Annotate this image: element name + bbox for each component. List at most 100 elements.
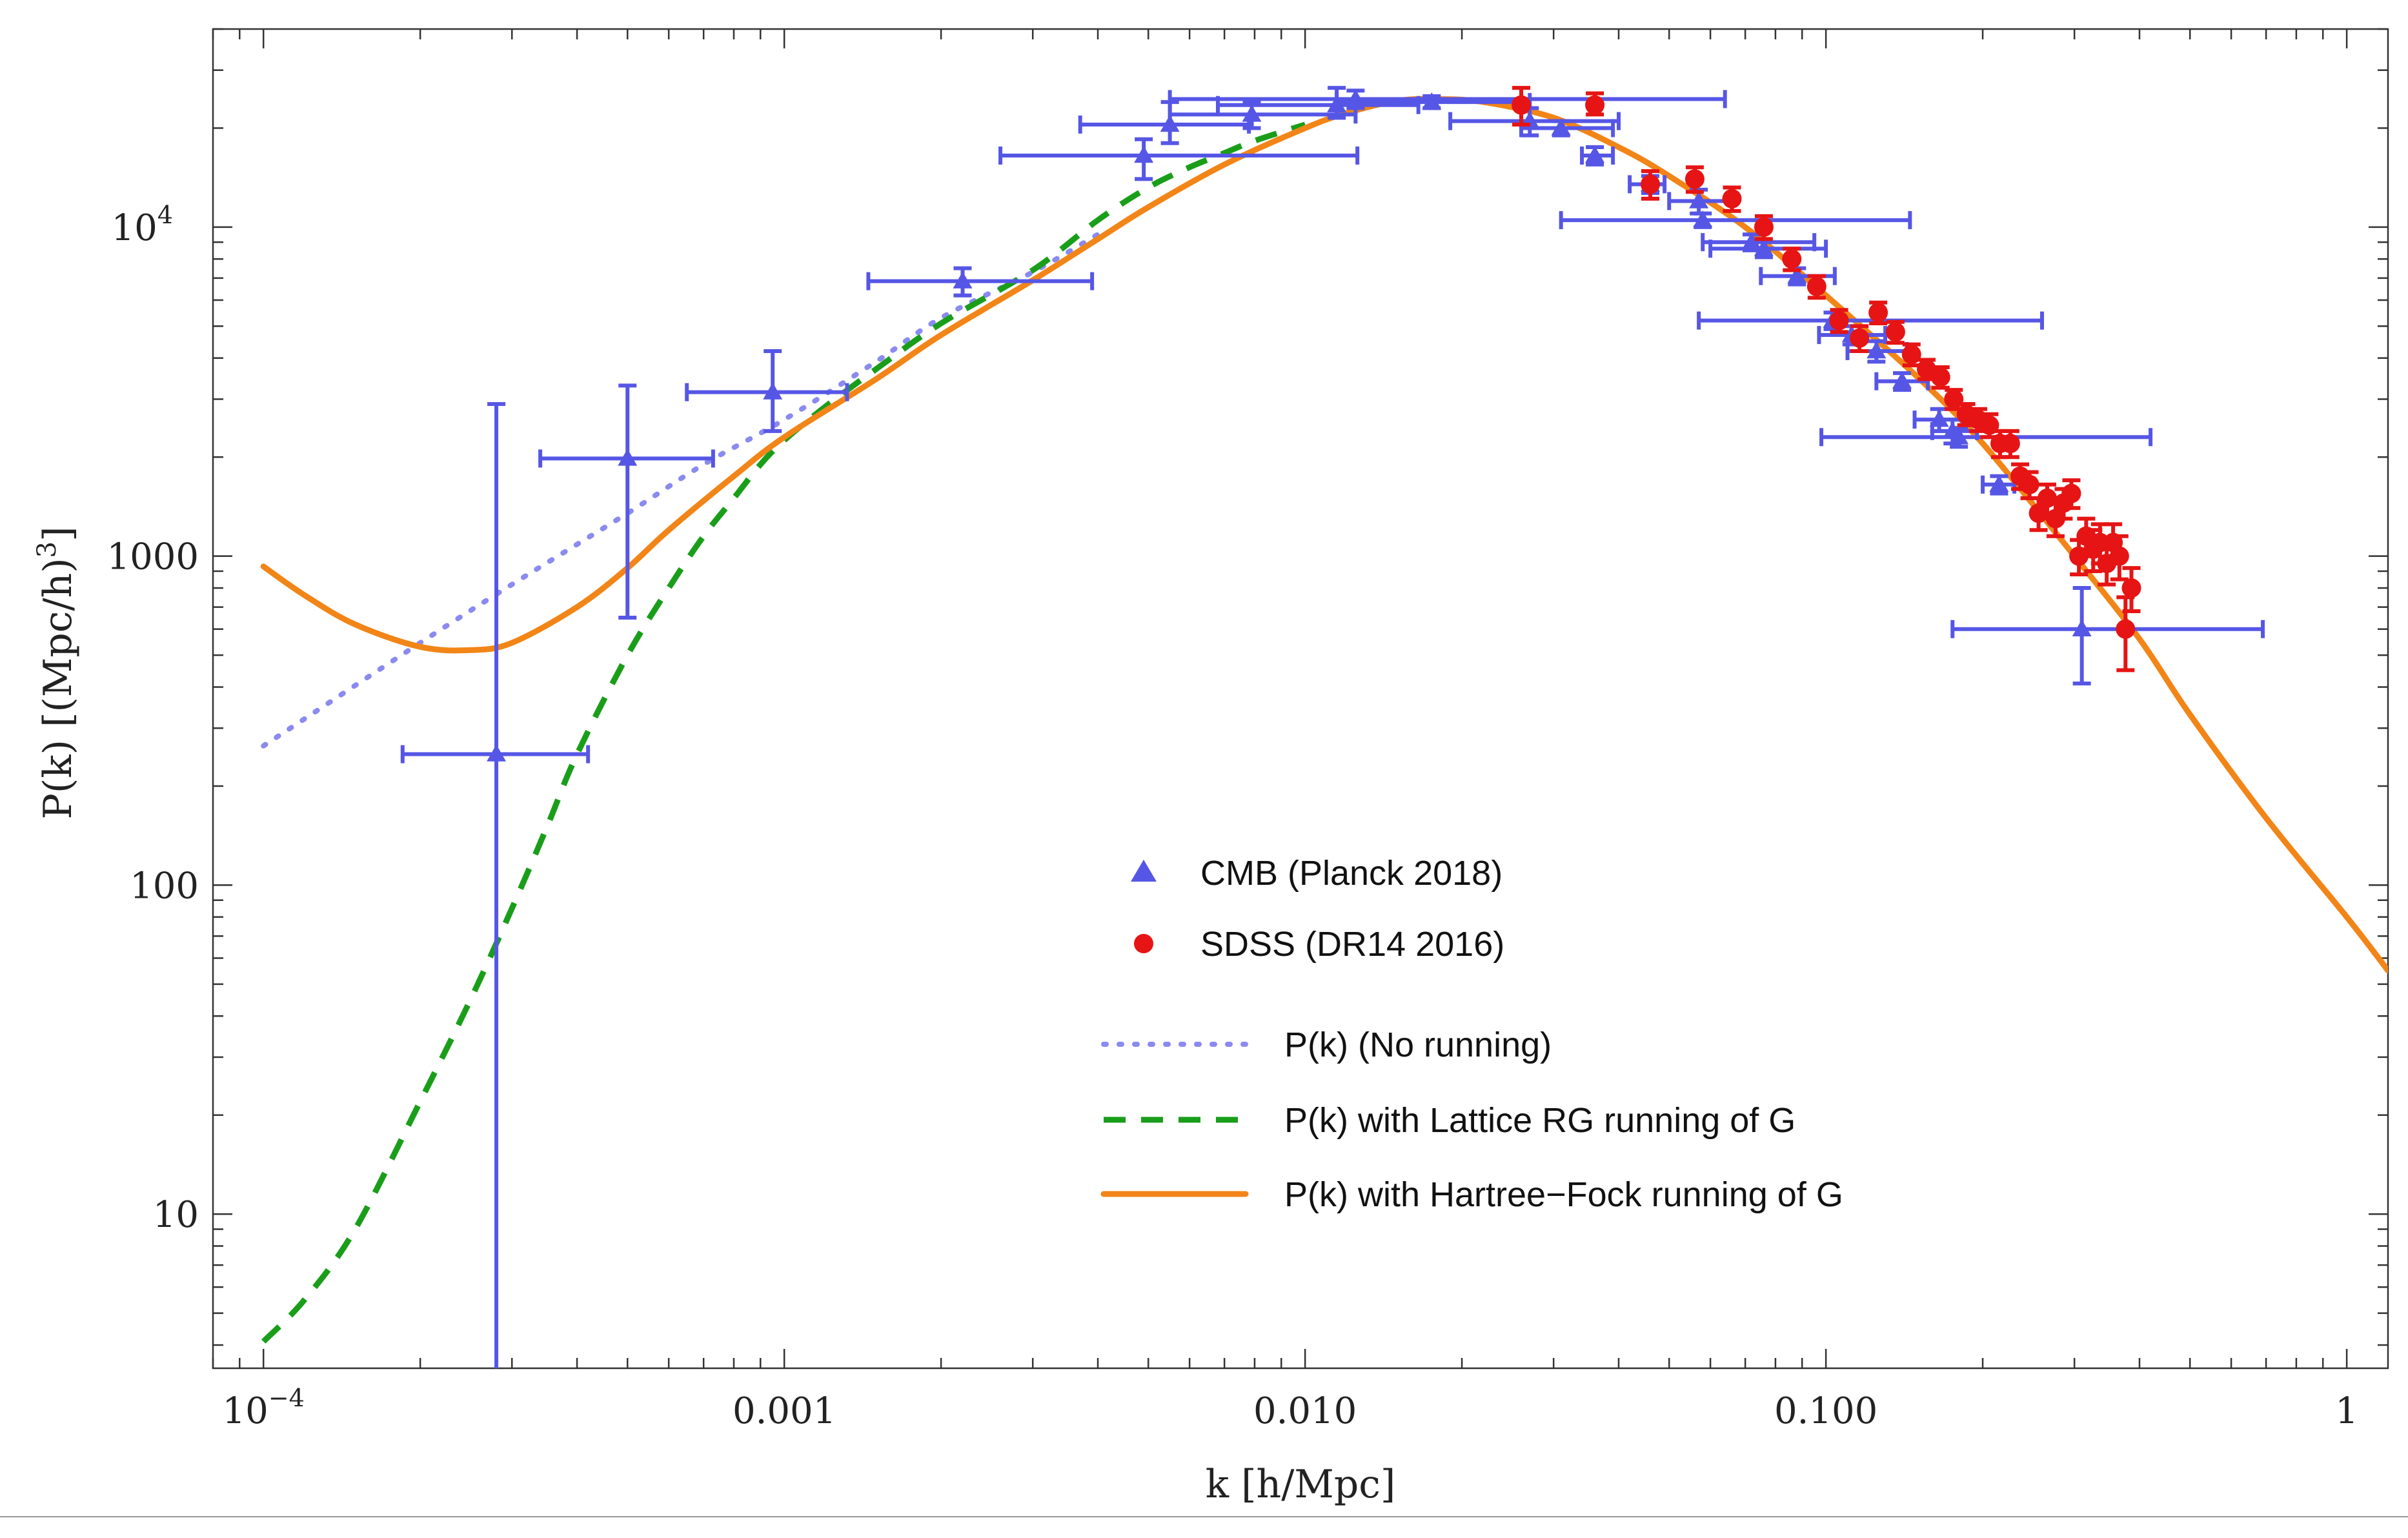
sdss-point [1585, 91, 1605, 117]
triangle-marker [763, 382, 783, 400]
sdss-point [2109, 534, 2129, 582]
x-tick-label: 0.001 [733, 1390, 836, 1432]
triangle-marker [1867, 341, 1887, 359]
y-tick-label-text: 1000 [106, 536, 199, 578]
x-tick-label-text: 1 [2335, 1390, 2358, 1432]
circle-marker [1930, 367, 1950, 387]
sdss-point [1782, 247, 1802, 272]
circle-marker [1829, 310, 1849, 330]
y-tick-label-text: 10 [112, 207, 157, 249]
cmb-point [1950, 586, 2265, 686]
x-axis-title: k [h/Mpc] [1206, 1462, 1396, 1507]
cmb-point [1667, 187, 1734, 216]
circle-marker [1722, 188, 1742, 208]
sdss-point [1685, 165, 1705, 194]
y-tick-label: 100 [130, 865, 199, 907]
triangle-marker [1134, 146, 1154, 163]
triangle-marker [1754, 239, 1774, 256]
x-tick-label-text: 0.010 [1253, 1390, 1357, 1432]
sdss-point [1806, 274, 1826, 300]
x-tick-label-sup: −4 [268, 1384, 305, 1412]
triangle-marker [1787, 266, 1807, 283]
series-sdss [1512, 86, 2141, 673]
circle-marker [2109, 546, 2129, 566]
legend-label: P(k) with Lattice RG running of G [1284, 1101, 1796, 1140]
x-tick-label: 1 [2335, 1390, 2358, 1432]
legend-label: CMB (Planck 2018) [1200, 854, 1502, 893]
legend-triangle-marker [1131, 860, 1157, 882]
circle-marker [2000, 434, 2020, 454]
circle-marker [1916, 359, 1936, 379]
triangle-marker [1989, 474, 2009, 492]
x-tick-label-text: 0.100 [1774, 1390, 1877, 1432]
y-tick-label: 10 [153, 1194, 199, 1236]
cmb-point [1168, 100, 1358, 130]
legend-item: CMB (Planck 2018) [1131, 854, 1502, 893]
sdss-point [1944, 388, 1964, 411]
triangle-marker [1943, 421, 1963, 439]
triangle-marker [953, 271, 973, 288]
circle-marker [1782, 249, 1802, 269]
hartree-fock-curve [260, 96, 2388, 974]
x-tick-label: 0.010 [1253, 1390, 1357, 1432]
triangle-marker [618, 449, 638, 466]
legend-item: P(k) with Hartree−Fock running of G [1100, 1175, 1843, 1214]
circle-marker [1512, 95, 1532, 115]
y-tick-label-sup: 4 [157, 201, 173, 229]
legend-item: P(k) (No running) [1101, 1026, 1552, 1064]
x-tick-label-text: 10 [223, 1390, 268, 1432]
y-axis-title-sup: 3 [32, 541, 62, 558]
sdss-point [2121, 566, 2141, 614]
legend-label: P(k) with Hartree−Fock running of G [1284, 1175, 1843, 1214]
legend-item: P(k) with Lattice RG running of G [1104, 1101, 1796, 1140]
triangle-marker [1892, 371, 1912, 389]
triangle-marker [487, 744, 507, 762]
triangle-marker [1242, 105, 1262, 122]
y-axis-title-main: P(k) [(Mpc/h) [35, 558, 81, 819]
circle-marker [1754, 217, 1774, 237]
sdss-point [1901, 342, 1921, 368]
sdss-point [1512, 86, 1532, 126]
x-tick-label: 10−4 [223, 1384, 305, 1432]
series-cmb [400, 86, 2265, 1368]
sdss-point [1722, 185, 1742, 213]
plot-border [212, 28, 2389, 1370]
sdss-point [2000, 429, 2020, 460]
lattice-rg-curve [261, 121, 1306, 1344]
cmb-point [1559, 210, 1912, 230]
sdss-point [2061, 478, 2081, 511]
cmb-point [1874, 371, 1930, 392]
cmb-point [1580, 145, 1615, 167]
cmb-point [1078, 100, 1251, 145]
triangle-marker [1422, 92, 1442, 110]
triangle-marker [1929, 410, 1949, 427]
sdss-point [1885, 319, 1905, 345]
triangle-marker [1585, 146, 1605, 163]
sdss-point [1829, 308, 1849, 334]
x-tick-label: 0.100 [1774, 1390, 1877, 1432]
x-tick-label-text: 0.001 [733, 1390, 836, 1432]
legend-label: SDSS (DR14 2016) [1200, 925, 1504, 964]
triangle-marker [1693, 210, 1713, 228]
circle-marker [2116, 619, 2136, 639]
y-tick-label: 104 [112, 201, 173, 249]
sdss-point [1754, 214, 1774, 241]
axis-labels: k [h/Mpc] P(k) [(Mpc/h)3] [32, 526, 1395, 1507]
sdss-point [1850, 324, 1870, 353]
cmb-point [1981, 474, 2017, 496]
y-tick-label-text: 100 [130, 865, 199, 907]
legend-label: P(k) (No running) [1284, 1026, 1552, 1064]
cmb-point [866, 266, 1095, 298]
triangle-marker [1689, 191, 1709, 208]
legend: CMB (Planck 2018) SDSS (DR14 2016) P(k) (N… [1100, 854, 1843, 1214]
circle-marker [1806, 276, 1826, 296]
cmb-point [998, 137, 1360, 181]
y-tick-label: 1000 [106, 536, 199, 578]
sdss-point [1640, 169, 1660, 201]
circle-marker [1901, 345, 1921, 365]
legend-circle-marker [1134, 934, 1153, 953]
cmb-point [400, 401, 591, 1368]
